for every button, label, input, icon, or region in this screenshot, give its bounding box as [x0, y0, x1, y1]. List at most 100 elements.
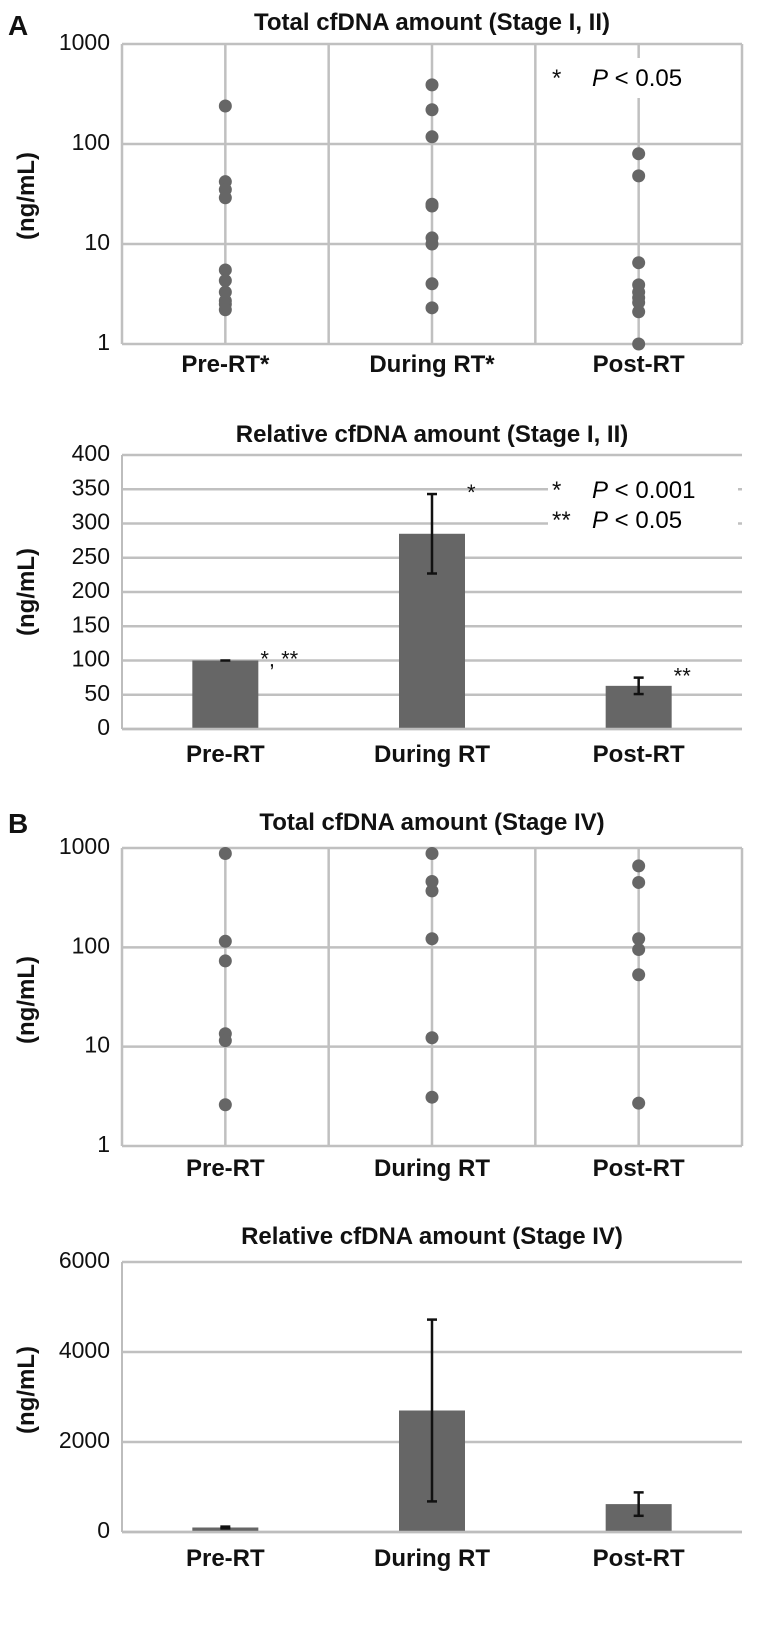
chart-4-y-axis-label: (ng/mL): [13, 1346, 40, 1434]
chart-3-y-tick-label: 1000: [59, 833, 110, 859]
chart-1-data-point: [218, 303, 232, 317]
chart-4-category-label: During RT: [374, 1545, 490, 1572]
chart-2-annotation-p: P: [592, 507, 608, 534]
chart-4-y-tick-label: 2000: [59, 1427, 110, 1453]
chart-3-data-point: [632, 875, 646, 889]
chart-2-bar-significance-label: **: [674, 664, 692, 689]
chart-1-data-point: [632, 305, 646, 319]
chart-1-annotation-threshold: < 0.05: [608, 65, 682, 92]
chart-3-data-point: [218, 934, 232, 948]
chart-3-category-label: During RT: [374, 1155, 490, 1182]
chart-1-category-label: Pre-RT*: [181, 351, 270, 378]
chart-1-data-point: [632, 256, 646, 270]
chart-2-annotation-pvalue: P < 0.05: [592, 507, 682, 534]
chart-1-data-point: [632, 296, 646, 310]
panel-label-b: B: [8, 808, 29, 839]
chart-1-y-tick-label: 1: [97, 329, 110, 355]
chart-1-data-point: [632, 169, 646, 183]
chart-1-data-point: [218, 274, 232, 288]
chart-1-category-label: Post-RT: [593, 351, 685, 378]
chart-3-category-label: Pre-RT: [186, 1155, 265, 1182]
chart-3-data-point: [218, 954, 232, 968]
chart-2-annotation-pvalue: P < 0.001: [592, 477, 695, 504]
chart-2-y-axis-label: (ng/mL): [13, 548, 40, 636]
chart-4-y-tick-label: 6000: [59, 1247, 110, 1273]
chart-1-title: Total cfDNA amount (Stage I, II): [254, 9, 610, 36]
chart-3-category-label: Post-RT: [593, 1155, 685, 1182]
chart-1-data-point: [218, 263, 232, 277]
chart-3: Total cfDNA amount (Stage IV) (ng/mL) 1 10 1…: [13, 809, 744, 1182]
chart-2-category-label: Post-RT: [593, 741, 685, 768]
chart-1-y-tick-label: 100: [72, 129, 110, 155]
chart-1-data-point: [425, 199, 439, 213]
chart-2-annotation-p: P: [592, 477, 608, 504]
chart-3-y-tick-label: 1: [97, 1131, 110, 1157]
chart-4: Relative cfDNA amount (Stage IV) (ng/mL) 0…: [13, 1223, 742, 1572]
chart-3-data-point: [425, 884, 439, 898]
chart-3-data-point: [218, 1098, 232, 1112]
chart-3-data-point: [632, 859, 646, 873]
chart-2-annotation-box: [548, 470, 738, 540]
chart-1-data-point: [425, 277, 439, 291]
chart-3-y-tick-label: 10: [84, 1032, 110, 1058]
chart-1-data-point: [425, 237, 439, 251]
chart-2-category-label: During RT: [374, 741, 490, 768]
chart-1-annotation-pvalue: P < 0.05: [592, 65, 682, 92]
chart-2-bar-significance-label: *: [467, 480, 476, 505]
chart-3-title: Total cfDNA amount (Stage IV): [259, 809, 604, 836]
chart-1-category-label: During RT*: [369, 351, 495, 378]
chart-1-data-point: [425, 103, 439, 117]
chart-4-y-tick-label: 4000: [59, 1337, 110, 1363]
chart-1-y-tick-label: 10: [84, 229, 110, 255]
chart-2-y-tick-label: 50: [84, 680, 110, 706]
chart-2-title: Relative cfDNA amount (Stage I, II): [236, 421, 629, 448]
chart-2: Relative cfDNA amount (Stage I, II) (ng/m…: [13, 421, 742, 768]
chart-3-data-point: [632, 968, 646, 982]
panel-label-a: A: [8, 10, 29, 41]
chart-2-y-tick-label: 200: [72, 577, 110, 603]
chart-4-category-label: Pre-RT: [186, 1545, 265, 1572]
chart-1-data-point: [632, 147, 646, 161]
chart-2-y-tick-label: 150: [72, 611, 110, 637]
chart-2-y-tick-label: 100: [72, 646, 110, 672]
chart-2-y-tick-label: 350: [72, 474, 110, 500]
chart-1-data-point: [425, 78, 439, 92]
chart-4-bar: [192, 1527, 259, 1532]
chart-4-y-tick-label: 0: [97, 1517, 110, 1543]
chart-2-bar: [192, 660, 259, 729]
chart-2-y-tick-label: 400: [72, 440, 110, 466]
chart-1-y-tick-label: 1000: [59, 29, 110, 55]
chart-1: Total cfDNA amount (Stage I, II) (ng/mL) 1…: [13, 9, 744, 378]
chart-2-annotation-star: **: [552, 507, 571, 534]
chart-2-y-tick-label: 300: [72, 509, 110, 535]
chart-2-y-tick-label: 250: [72, 543, 110, 569]
chart-2-bar-significance-label: *, **: [260, 647, 298, 672]
chart-3-data-point: [425, 874, 439, 888]
chart-1-annotation-star: *: [552, 65, 561, 92]
chart-3-data-point: [425, 1031, 439, 1045]
chart-2-y-tick-label: 0: [97, 714, 110, 740]
chart-4-category-label: Post-RT: [593, 1545, 685, 1572]
chart-2-annotation-threshold: < 0.001: [608, 477, 695, 504]
chart-1-data-point: [218, 99, 232, 113]
chart-3-y-tick-label: 100: [72, 932, 110, 958]
chart-3-data-point: [425, 847, 439, 861]
chart-2-annotation-star: *: [552, 477, 561, 504]
chart-3-data-point: [632, 943, 646, 957]
chart-1-annotation-box: [548, 58, 738, 98]
chart-1-annotation-p: P: [592, 65, 608, 92]
chart-1-data-point: [632, 337, 646, 351]
chart-1-data-point: [425, 301, 439, 315]
chart-1-data-point: [218, 191, 232, 205]
chart-3-data-point: [632, 1096, 646, 1110]
chart-2-category-label: Pre-RT: [186, 741, 265, 768]
chart-2-annotation-threshold: < 0.05: [608, 507, 682, 534]
chart-1-y-axis-label: (ng/mL): [13, 152, 40, 240]
chart-3-data-point: [425, 1090, 439, 1104]
chart-3-y-axis-label: (ng/mL): [13, 956, 40, 1044]
chart-3-data-point: [218, 1034, 232, 1048]
chart-3-data-point: [632, 932, 646, 946]
chart-3-data-point: [425, 932, 439, 946]
chart-1-data-point: [425, 130, 439, 144]
